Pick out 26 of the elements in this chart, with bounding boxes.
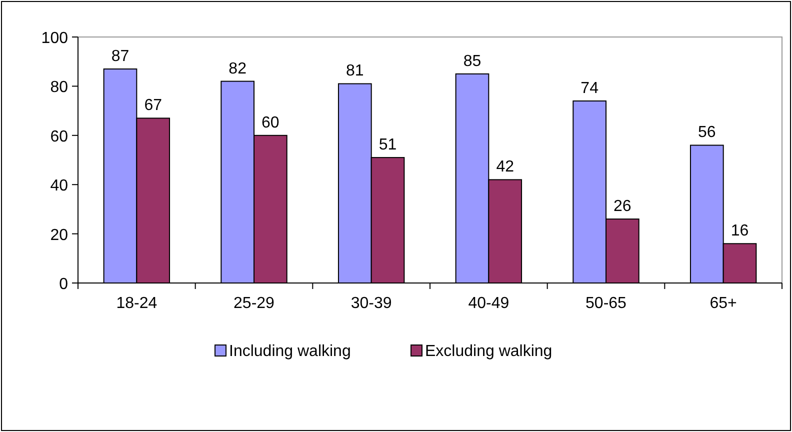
x-tick-label: 25-29: [234, 295, 275, 312]
data-label: 60: [262, 114, 280, 132]
y-tick-label: 0: [59, 276, 68, 293]
x-tick-label: 50-65: [586, 295, 627, 312]
x-tick-label: 65+: [710, 295, 737, 312]
y-tick-label: 80: [50, 79, 68, 96]
data-label: 16: [730, 222, 749, 240]
data-label: 67: [144, 97, 162, 114]
y-tick-label: 100: [41, 30, 68, 47]
legend-label: Including walking: [229, 343, 351, 360]
data-label: 42: [496, 158, 514, 176]
x-tick-label: 18-24: [116, 295, 158, 312]
data-label: 87: [111, 48, 130, 65]
legend-label: Excluding walking: [425, 343, 552, 360]
y-tick-label: 40: [50, 178, 68, 195]
x-tick-label: 30-39: [350, 295, 392, 312]
data-label: 74: [580, 80, 599, 97]
y-tick-label: 20: [50, 226, 68, 244]
x-tick-label: 40-49: [468, 295, 510, 312]
data-label: 82: [228, 60, 247, 78]
y-tick-label: 60: [50, 128, 68, 146]
data-label: 56: [698, 124, 716, 142]
data-label: 51: [378, 136, 397, 154]
data-label: 85: [463, 52, 482, 70]
data-label: 81: [346, 62, 364, 80]
data-label: 26: [614, 198, 632, 216]
